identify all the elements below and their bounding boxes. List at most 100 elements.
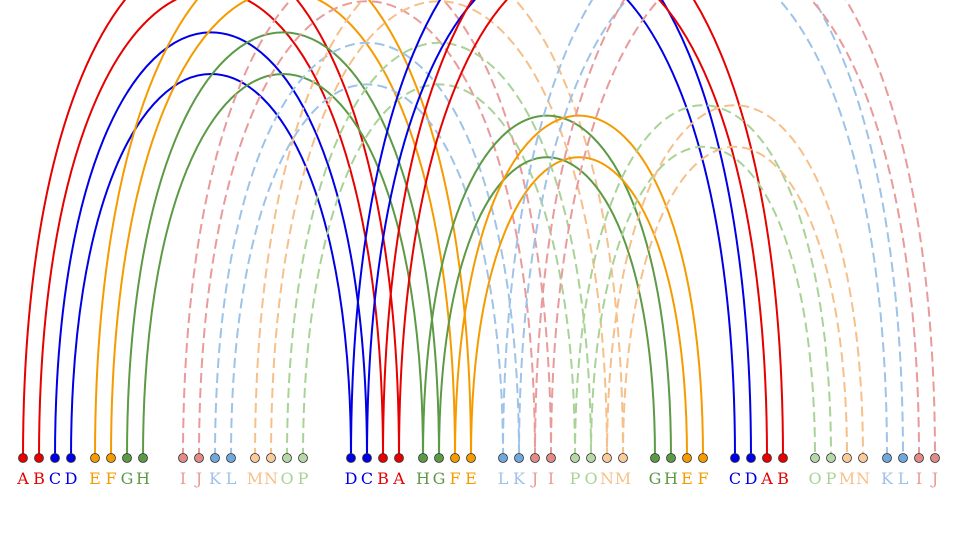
node-label-e-34: E: [681, 469, 693, 488]
arc-k-25: [518, 0, 888, 459]
node-e-4: [90, 453, 100, 463]
arc-l-24: [502, 0, 904, 459]
node-label-i-8: I: [180, 469, 186, 488]
arc-f-22: [454, 114, 704, 459]
arc-e-23: [470, 156, 688, 459]
node-a-0: [18, 453, 28, 463]
node-label-g-21: G: [433, 469, 446, 488]
node-m-12: [250, 453, 260, 463]
arc-h-7: [142, 73, 424, 459]
node-g-21: [434, 453, 444, 463]
arc-g-21: [438, 156, 656, 459]
node-label-d-3: D: [65, 469, 78, 488]
node-label-j-9: J: [194, 469, 202, 488]
arc-i-27: [550, 0, 920, 459]
node-label-n-30: N: [600, 469, 614, 488]
node-label-c-17: C: [361, 469, 373, 488]
arc-n-30: [606, 104, 864, 459]
node-o-14: [282, 453, 292, 463]
node-d-3: [66, 453, 76, 463]
node-label-c-36: C: [729, 469, 741, 488]
node-label-h-7: H: [136, 469, 150, 488]
arc-c-17: [366, 0, 736, 459]
node-c-36: [730, 453, 740, 463]
node-f-35: [698, 453, 708, 463]
node-a-19: [394, 453, 404, 463]
arc-l-11: [230, 83, 504, 459]
node-label-i-46: I: [916, 469, 922, 488]
arc-d-16: [350, 0, 752, 459]
arc-a-0: [22, 0, 400, 459]
arc-o-29: [590, 146, 816, 459]
node-k-10: [210, 453, 220, 463]
node-l-24: [498, 453, 508, 463]
node-c-17: [362, 453, 372, 463]
node-label-o-40: O: [808, 469, 821, 488]
node-n-43: [858, 453, 868, 463]
node-h-20: [418, 453, 428, 463]
node-n-13: [266, 453, 276, 463]
node-label-f-5: F: [105, 469, 116, 488]
node-p-28: [570, 453, 580, 463]
node-label-l-11: L: [226, 469, 237, 488]
node-p-15: [298, 453, 308, 463]
node-g-6: [122, 453, 132, 463]
arc-m-31: [622, 146, 848, 459]
node-b-1: [34, 453, 44, 463]
node-label-j-47: J: [930, 469, 938, 488]
arc-f-5: [110, 0, 456, 459]
node-j-26: [530, 453, 540, 463]
node-k-25: [514, 453, 524, 463]
node-label-a-38: A: [760, 469, 773, 488]
node-label-p-28: P: [570, 469, 581, 488]
node-label-a-19: A: [392, 469, 405, 488]
node-d-37: [746, 453, 756, 463]
node-label-a-0: A: [16, 469, 29, 488]
node-label-i-27: I: [548, 469, 554, 488]
node-label-m-12: M: [247, 469, 263, 488]
arc-i-8: [182, 0, 552, 459]
node-o-29: [586, 453, 596, 463]
node-a-38: [762, 453, 772, 463]
node-label-n-43: N: [856, 469, 870, 488]
node-label-o-29: O: [584, 469, 597, 488]
node-h-7: [138, 453, 148, 463]
node-i-8: [178, 453, 188, 463]
node-label-b-18: B: [377, 469, 389, 488]
arc-e-4: [94, 0, 472, 459]
arc-p-15: [302, 83, 576, 459]
arc-a-19: [398, 0, 768, 459]
node-label-c-2: C: [49, 469, 61, 488]
node-label-k-25: K: [513, 469, 526, 488]
node-l-11: [226, 453, 236, 463]
node-c-2: [50, 453, 60, 463]
node-label-l-24: L: [498, 469, 509, 488]
node-label-b-1: B: [33, 469, 45, 488]
arc-n-13: [270, 0, 608, 459]
node-j-9: [194, 453, 204, 463]
node-i-46: [914, 453, 924, 463]
nodes-layer: [18, 453, 940, 463]
node-label-g-32: G: [649, 469, 662, 488]
node-p-41: [826, 453, 836, 463]
node-m-31: [618, 453, 628, 463]
node-label-k-10: K: [209, 469, 222, 488]
node-label-h-33: H: [664, 469, 678, 488]
node-label-o-14: O: [280, 469, 293, 488]
node-f-5: [106, 453, 116, 463]
node-l-45: [898, 453, 908, 463]
arc-b-18: [382, 0, 784, 459]
node-label-h-20: H: [416, 469, 430, 488]
node-label-n-13: N: [264, 469, 278, 488]
node-e-23: [466, 453, 476, 463]
node-label-e-23: E: [465, 469, 477, 488]
node-label-k-44: K: [881, 469, 894, 488]
node-k-44: [882, 453, 892, 463]
node-m-42: [842, 453, 852, 463]
node-g-32: [650, 453, 660, 463]
node-label-d-16: D: [345, 469, 358, 488]
node-o-40: [810, 453, 820, 463]
arc-k-10: [214, 41, 520, 459]
